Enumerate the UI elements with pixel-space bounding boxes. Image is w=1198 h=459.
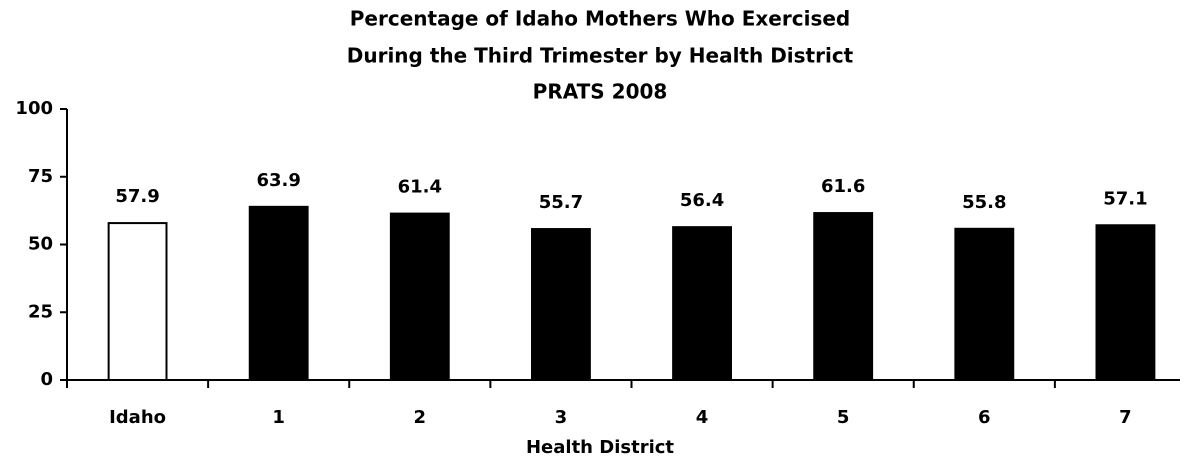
x-tick-label: 1 xyxy=(272,407,285,428)
x-tick-label: 6 xyxy=(978,407,991,428)
bar xyxy=(1095,224,1156,381)
x-tick-label: 4 xyxy=(696,407,709,428)
data-label: 63.9 xyxy=(256,170,300,191)
data-label: 55.7 xyxy=(539,192,583,213)
bar xyxy=(389,212,450,381)
data-label: 61.4 xyxy=(398,177,442,198)
data-label: 56.4 xyxy=(680,190,724,211)
x-tick-label: 5 xyxy=(837,407,850,428)
y-tick-label: 75 xyxy=(28,166,53,187)
chart-title: PRATS 2008 xyxy=(533,80,668,104)
chart-title: Percentage of Idaho Mothers Who Exercise… xyxy=(350,7,850,31)
y-tick-label: 25 xyxy=(28,301,53,322)
x-tick-label: Idaho xyxy=(109,407,166,428)
data-label: 55.8 xyxy=(962,192,1006,213)
chart-title: During the Third Trimester by Health Dis… xyxy=(347,44,854,68)
y-tick-label: 100 xyxy=(15,98,53,119)
bar xyxy=(107,222,168,381)
bar xyxy=(248,205,309,381)
y-tick-label: 50 xyxy=(28,234,53,255)
data-label: 57.1 xyxy=(1103,188,1147,209)
x-tick-label: 2 xyxy=(414,407,427,428)
bar xyxy=(813,212,874,381)
x-axis-label: Health District xyxy=(526,437,674,458)
x-tick-label: 7 xyxy=(1119,407,1132,428)
data-label: 57.9 xyxy=(115,186,159,207)
bar xyxy=(531,228,591,381)
data-label: 61.6 xyxy=(821,176,865,197)
y-tick-label: 0 xyxy=(40,369,53,390)
bar xyxy=(672,226,732,381)
bar xyxy=(954,227,1015,381)
x-tick-label: 3 xyxy=(555,407,568,428)
